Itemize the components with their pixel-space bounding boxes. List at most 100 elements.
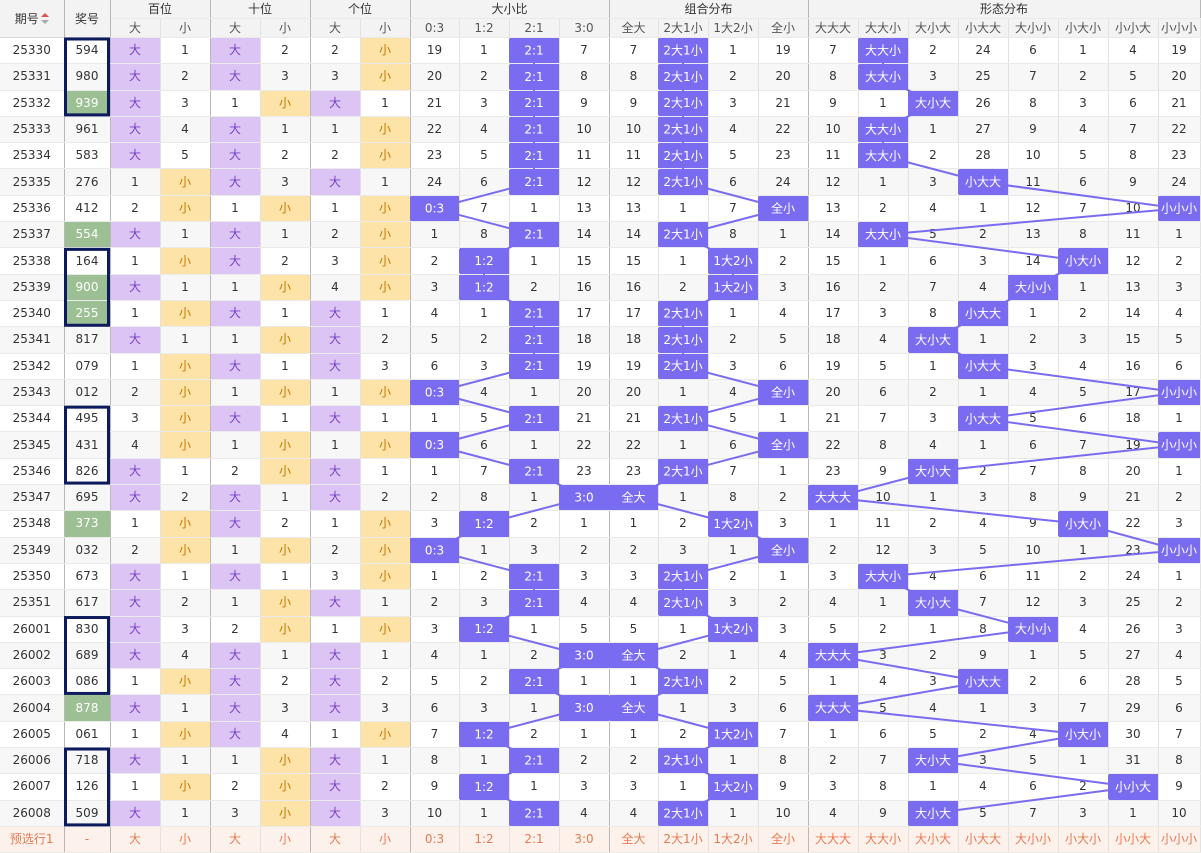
tens-small-cell: 小 [260,431,311,459]
preselect-option[interactable]: 全大 [609,826,659,853]
shape-cell: 8 [1058,221,1109,249]
shape-cell: 5 [1108,63,1159,91]
combo-cell: 1大2小 [708,510,759,538]
preselect-option[interactable]: 大 [310,826,361,853]
shape-cell: 5 [958,537,1009,564]
ratio-cell: 10 [410,800,460,827]
shape-cell: 2 [1158,484,1201,512]
preselect-option[interactable]: 3:0 [559,826,610,853]
ones-small-cell: 1 [360,90,411,117]
ratio-cell: 1 [459,537,510,564]
hundreds-big-cell: 大 [110,63,161,91]
issue-cell: 25331 [0,63,65,91]
preselect-row[interactable]: 预选行1- 大小大小大小 0:3 1:2 2:1 3:0 全大 2大1小 1大2小 全小 大大大 大大… [0,826,1201,853]
tens-big-cell: 大 [210,221,261,249]
prize-cell: 164 [64,247,111,275]
issue-cell: 25341 [0,326,65,354]
ones-big-cell: 大 [310,642,361,670]
shape-cell: 5 [808,616,859,643]
ones-big-cell: 大 [310,668,361,696]
preselect-option[interactable]: 小小小 [1158,826,1201,853]
preselect-option[interactable]: 0:3 [410,826,460,853]
preselect-option[interactable]: 小 [360,826,411,853]
combo-cell: 1大2小 [708,721,759,749]
preselect-option[interactable]: 大大大 [808,826,859,853]
shape-cell: 12 [1108,247,1159,275]
shape-cell: 17 [1108,379,1159,407]
issue-cell: 25347 [0,484,65,512]
preselect-option[interactable]: 1:2 [459,826,510,853]
shape-cell: 2 [958,221,1009,249]
combo-cell: 23 [609,458,659,486]
shape-cell: 3 [1008,353,1059,380]
preselect-option[interactable]: 小大小 [1058,826,1109,853]
shape-cell: 28 [1108,668,1159,696]
ratio-cell: 1 [410,458,460,486]
shape-cell: 16 [808,274,859,301]
preselect-option[interactable]: 小小大 [1108,826,1159,853]
preselect-option[interactable]: 大小大 [908,826,959,853]
ones-big-cell: 1 [310,721,361,749]
preselect-option[interactable]: 大 [110,826,161,853]
issue-header[interactable]: 期号 [0,0,65,38]
tens-big-cell: 大 [210,299,261,328]
issue-cell: 26005 [0,721,65,749]
shape-cell: 3 [908,537,959,564]
table-row: 25338 164 1 小大 2 3 小 2 1:2 1 15 15 1 1大2小 2 15 1 6 3 14 小大小 1… [0,247,1201,275]
combo-cell: 7 [609,37,659,65]
preselect-prize[interactable]: - [64,826,111,853]
tens-big-cell: 大 [210,510,261,538]
table-row: 25343 012 2 小 1 小 1 小 0:3 4 1 20 20 1 4 全小 20 6 2 1 4 5 17 小小小 [0,379,1201,407]
ratio-cell: 2:1 [509,326,560,354]
ratio-cell: 8 [559,63,610,91]
sort-icon[interactable] [40,13,49,25]
shape-cell: 8 [1008,484,1059,512]
shape-cell: 8 [958,616,1009,643]
combo-cell: 6 [758,694,809,722]
preselect-option[interactable]: 大大小 [858,826,909,853]
shape-cell: 3 [958,247,1009,275]
shape-cell: 6 [908,247,959,275]
combo-cell: 2 [609,537,659,564]
shape-cell: 6 [958,562,1009,591]
shape-cell: 1 [1108,800,1159,827]
shape-cell: 13 [1108,274,1159,301]
combo-cell: 10 [609,116,659,144]
table-row: 25335 276 1 小大 3 大 1 24 6 2:1 12 12 2大1小 6 24 12 1 3 小大大 11… [0,168,1201,196]
ratio-cell: 20 [559,379,610,407]
tens-small-cell: 4 [260,721,311,749]
preselect-option[interactable]: 小大大 [958,826,1009,853]
ones-small-cell: 1 [360,168,411,196]
preselect-option[interactable]: 2:1 [509,826,560,853]
ones-big-cell: 大 [310,747,361,775]
group-header-2-label: 个位 [347,2,372,16]
combo-cell: 17 [609,299,659,328]
ratio-cell: 3 [410,274,460,301]
preselect-option[interactable]: 2大1小 [658,826,709,853]
preselect-option[interactable]: 全小 [758,826,809,853]
preselect-option[interactable]: 小 [260,826,311,853]
sub-header-label: 小小大 [1114,21,1151,35]
shape-cell: 1 [858,90,909,117]
tens-big-cell: 3 [210,800,261,827]
shape-cell: 9 [1158,773,1201,801]
group-header-0: 百位 [110,0,211,19]
hundreds-big-cell: 大 [110,642,161,670]
issue-cell: 25330 [0,37,65,65]
preselect-option[interactable]: 小 [160,826,211,853]
shape-cell: 3 [908,668,959,696]
ones-big-cell: 2 [310,537,361,564]
combo-cell: 16 [609,274,659,301]
sub-header-label: 大 [128,21,141,35]
preselect-option[interactable]: 1大2小 [708,826,759,853]
ratio-cell: 1 [509,773,560,801]
shape-cell: 2 [908,642,959,670]
table-row: 26005 061 1 小大 4 1 小 7 1:2 2 1 1 2 1大2小 7 1 6 5 2 4 小大小 30 7 [0,721,1201,749]
combo-cell: 7 [758,721,809,749]
preselect-label[interactable]: 预选行1 [0,826,65,853]
preselect-option[interactable]: 大 [210,826,261,853]
sub-header: 1:2 [459,18,510,38]
combo-cell: 8 [758,747,809,775]
preselect-option[interactable]: 大小小 [1008,826,1059,853]
